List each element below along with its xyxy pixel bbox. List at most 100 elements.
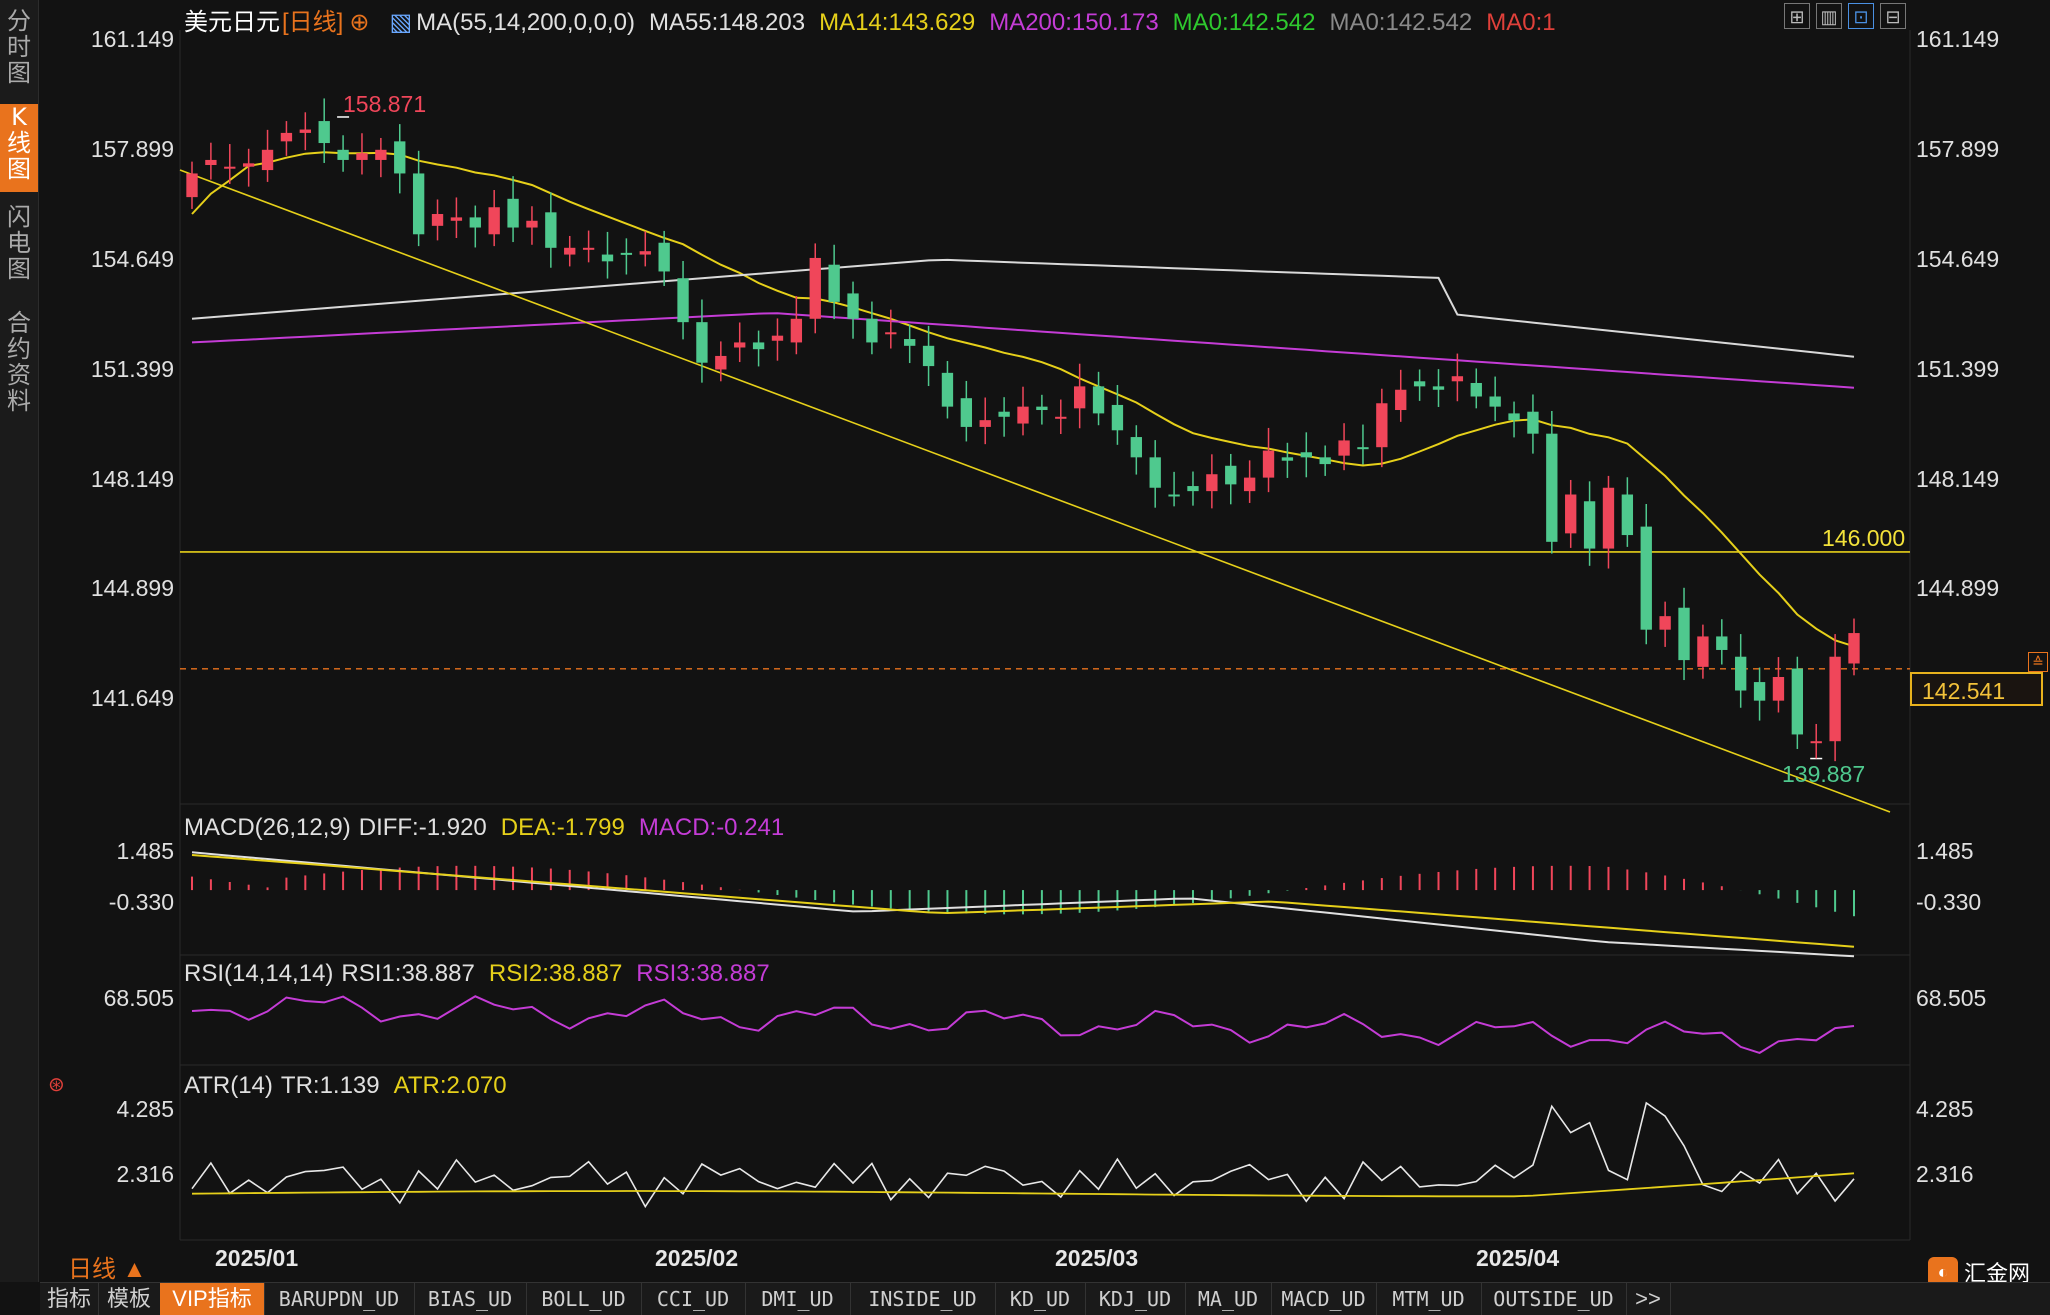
macd-tick-right-0: 1.485 [1916,838,1974,864]
indicator-tab-[interactable]: 指标 [40,1283,99,1315]
settings-icon[interactable]: ⊛ [48,1074,65,1096]
trend-line [179,169,1891,813]
low-label: 139.887 [1782,761,1866,787]
indicator-tab-boll-ud[interactable]: BOLL_UD [526,1283,642,1315]
candle-body [261,149,274,171]
candle-body [1073,386,1086,409]
atr-value: ATR:2.070 [393,1072,507,1099]
candle-body [1149,457,1161,488]
macd-tick-left-0: 1.485 [116,838,174,864]
indicator-tab-cci-ud[interactable]: CCI_UD [641,1283,746,1315]
price-tick-left: 144.899 [90,575,174,601]
candle-body [1111,404,1124,431]
grid-view-icon[interactable]: ⊞ [1784,3,1810,29]
hline-label: 146.000 [1822,525,1906,551]
candle-body [1092,386,1105,414]
tab-flash[interactable]: 闪电图 [7,203,31,283]
candle-body [1357,447,1369,450]
candle-body [1621,494,1634,536]
period-label[interactable]: [日线] [282,9,344,36]
candle-body [526,220,538,228]
indicator-tab-vip[interactable]: VIP指标 [160,1283,265,1315]
indicator-tab-mtm-ud[interactable]: MTM_UD [1376,1283,1482,1315]
indicator-tab-outside-ud[interactable]: OUTSIDE_UD [1481,1283,1627,1315]
indicator-icon[interactable]: ▧ [389,9,413,36]
price-tick-left: 141.649 [90,685,174,711]
indicator-tab-bias-ud[interactable]: BIAS_UD [414,1283,527,1315]
candle-body [1546,433,1558,542]
indicator-tab-kdj-ud[interactable]: KDJ_UD [1085,1283,1186,1315]
rsi1-value: RSI1:38.887 [341,960,475,987]
candle-body [601,254,614,262]
rsi3-value: RSI3:38.887 [636,960,770,987]
price-tick-left: 157.899 [90,136,174,162]
candle-body [1376,403,1388,448]
indicator-tab-[interactable]: >> [1626,1283,1671,1315]
ma0-value-c: MA0:1 [1486,9,1556,36]
indicator-tab-macd-ud[interactable]: MACD_UD [1271,1283,1377,1315]
candle-body [242,163,255,167]
candle-body [752,342,765,350]
macd-legend: MACD(26,12,9) DIFF:-1.920 DEA:-1.799 MACD:-… [184,814,798,842]
candle-body [715,355,727,370]
macd-dea: DEA:-1.799 [500,814,625,841]
macd-dea-line [191,854,1855,948]
indicator-tab-kd-ud[interactable]: KD_UD [995,1283,1086,1315]
candle-body [375,149,387,160]
tab-kline[interactable]: K线图 [0,104,38,192]
line-view-icon[interactable]: ⊟ [1880,3,1906,29]
add-icon[interactable]: ⊕ [349,9,370,36]
price-tick-right: 148.149 [1916,466,2000,492]
candle-body [1055,416,1067,419]
candle-body [1281,457,1294,461]
bar-view-icon[interactable]: ▥ [1816,3,1842,29]
logo-text: 汇金网 [1964,1261,2031,1286]
candle-body [1772,676,1785,701]
candle-body [1810,741,1822,744]
candle-body [1640,526,1652,630]
candle-body [224,166,236,169]
ma0-value-b: MA0:142.542 [1329,9,1473,36]
rsi-line [191,995,1855,1054]
candle-body [922,345,935,367]
candle-body [431,214,444,226]
period-toggle[interactable]: 日线 ▲ [68,1256,147,1283]
candle-body [488,207,500,235]
rsi-tick-left: 68.505 [103,985,174,1011]
symbol-name: 美元日元 [184,9,280,36]
indicator-tab-ma-ud[interactable]: MA_UD [1185,1283,1272,1315]
atr-tr-value: TR:1.139 [280,1072,380,1099]
candle-body [205,159,217,166]
indicator-tab-dmi-ud[interactable]: DMI_UD [745,1283,851,1315]
candle-body [394,141,406,174]
candle-body [469,217,481,228]
candle-body [790,318,803,343]
candle-view-icon[interactable]: ⊡ [1848,3,1874,29]
indicator-tab-inside-ud[interactable]: INSIDE_UD [850,1283,996,1315]
tab-contract-info[interactable]: 合约资料 [7,309,31,415]
left-sidebar: 分时图 K线图 闪电图 合约资料 [0,0,39,1282]
candle-body [1829,656,1841,742]
indicator-tab-barupdn-ud[interactable]: BARUPDN_UD [264,1283,415,1315]
atr-tick-left-1: 2.316 [116,1161,174,1187]
candle-body [1206,474,1218,492]
ma0-value-a: MA0:142.542 [1172,9,1316,36]
candle-body [1225,465,1237,485]
price-tick-left: 161.149 [90,26,174,52]
candle-body [1508,413,1520,421]
price-marker-icon[interactable]: ≙ [2028,652,2048,672]
date-label-apr: 2025/04 [1476,1245,1560,1271]
price-tick-left: 154.649 [90,246,174,272]
candle-body [1848,633,1860,664]
kline-chart[interactable] [0,0,2050,1282]
ma55-value: MA55:148.203 [648,9,806,36]
indicator-tab-[interactable]: 模板 [98,1283,161,1315]
tab-timeshare[interactable]: 分时图 [7,7,31,87]
candle-body [1735,656,1747,691]
candle-body [809,257,821,319]
candle-body [1451,376,1464,382]
candle-body [1602,487,1615,549]
candle-body [734,342,746,348]
current-price-box: 142.541 [1910,672,2043,706]
candle-body [866,318,878,343]
